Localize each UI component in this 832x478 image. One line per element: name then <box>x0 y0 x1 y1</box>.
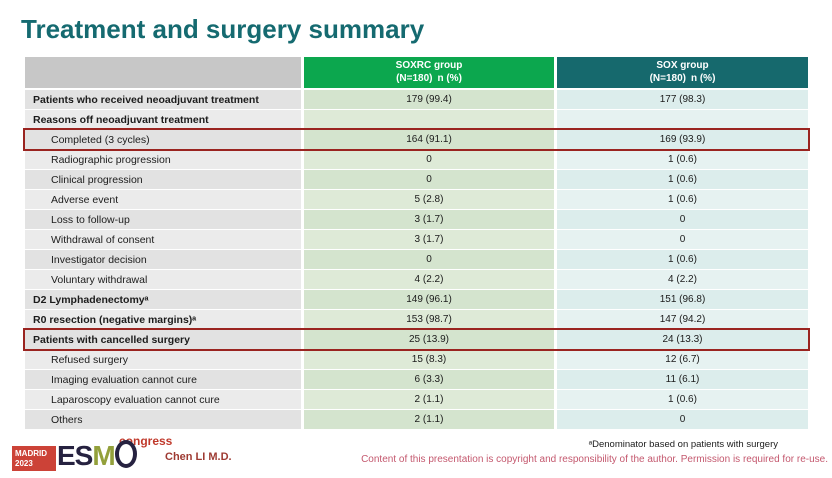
table-row: Laparoscopy evaluation cannot cure 2 (1.1… <box>25 390 808 409</box>
table-row: Refused surgery 15 (8.3) 12 (6.7) <box>25 350 808 369</box>
header-sox-sub: (N=180) n (%) <box>649 72 716 84</box>
row-label: Adverse event <box>25 190 301 209</box>
esmo-letters-es: ES <box>57 440 93 471</box>
sox-value: 1 (0.6) <box>557 170 808 189</box>
soxrc-value: 0 <box>304 150 554 169</box>
row-label: Patients with cancelled surgery <box>25 330 301 349</box>
sox-value: 147 (94.2) <box>557 310 808 329</box>
sox-value: 1 (0.6) <box>557 390 808 409</box>
soxrc-value: 3 (1.7) <box>304 230 554 249</box>
esmo-letter-o-icon <box>114 440 137 468</box>
sox-value: 0 <box>557 410 808 429</box>
sox-value: 24 (13.3) <box>557 330 808 349</box>
row-label: Reasons off neoadjuvant treatment <box>25 110 301 129</box>
soxrc-value: 5 (2.8) <box>304 190 554 209</box>
esmo-wordmark: ESM <box>57 440 137 472</box>
soxrc-value: 25 (13.9) <box>304 330 554 349</box>
soxrc-value: 2 (1.1) <box>304 390 554 409</box>
row-label: Withdrawal of consent <box>25 230 301 249</box>
soxrc-value: 0 <box>304 170 554 189</box>
row-label: Investigator decision <box>25 250 301 269</box>
row-label: Loss to follow-up <box>25 210 301 229</box>
row-label: Clinical progression <box>25 170 301 189</box>
esmo-letter-m: M <box>92 440 115 471</box>
logo-year-text: 2023 <box>15 458 33 468</box>
sox-value: 1 (0.6) <box>557 250 808 269</box>
copyright-notice: Content of this presentation is copyrigh… <box>361 454 828 465</box>
slide-title: Treatment and surgery summary <box>21 14 425 44</box>
table-footnote: ᵃDenominator based on patients with surg… <box>588 439 778 450</box>
header-soxrc-sub: (N=180) n (%) <box>396 72 462 84</box>
sox-value: 0 <box>557 210 808 229</box>
row-label: Completed (3 cycles) <box>25 130 301 149</box>
table-row: Patients with cancelled surgery 25 (13.9)… <box>23 328 810 351</box>
sox-value: 177 (98.3) <box>557 90 808 109</box>
sox-value: 169 (93.9) <box>557 130 808 149</box>
header-empty-cell <box>25 57 301 88</box>
table-row: Voluntary withdrawal 4 (2.2) 4 (2.2) <box>25 270 808 289</box>
soxrc-value <box>304 110 554 129</box>
sox-value: 11 (6.1) <box>557 370 808 389</box>
table-row: Clinical progression 0 1 (0.6) <box>25 170 808 189</box>
soxrc-value: 0 <box>304 250 554 269</box>
table-row: Withdrawal of consent 3 (1.7) 0 <box>25 230 808 249</box>
soxrc-value: 2 (1.1) <box>304 410 554 429</box>
row-label: Others <box>25 410 301 429</box>
soxrc-value: 149 (96.1) <box>304 290 554 309</box>
table-row: Patients who received neoadjuvant treatm… <box>25 90 808 109</box>
header-soxrc-group: SOXRC group (N=180) n (%) <box>304 57 554 88</box>
row-label: Refused surgery <box>25 350 301 369</box>
row-label: D2 Lymphadenectomyᵃ <box>25 290 301 309</box>
sox-value: 1 (0.6) <box>557 150 808 169</box>
row-label: Laparoscopy evaluation cannot cure <box>25 390 301 409</box>
madrid-2023-badge: MADRID 2023 <box>12 446 56 471</box>
table-row: Adverse event 5 (2.8) 1 (0.6) <box>25 190 808 209</box>
sox-value <box>557 110 808 129</box>
table-row: Imaging evaluation cannot cure 6 (3.3) 11 … <box>25 370 808 389</box>
soxrc-value: 164 (91.1) <box>304 130 554 149</box>
sox-value: 0 <box>557 230 808 249</box>
table-body: Patients who received neoadjuvant treatm… <box>23 90 810 429</box>
soxrc-value: 153 (98.7) <box>304 310 554 329</box>
sox-value: 4 (2.2) <box>557 270 808 289</box>
table-row: Loss to follow-up 3 (1.7) 0 <box>25 210 808 229</box>
summary-table: SOXRC group (N=180) n (%) SOX group (N=1… <box>23 57 810 430</box>
soxrc-value: 15 (8.3) <box>304 350 554 369</box>
soxrc-value: 179 (99.4) <box>304 90 554 109</box>
sox-value: 151 (96.8) <box>557 290 808 309</box>
row-label: Radiographic progression <box>25 150 301 169</box>
soxrc-value: 6 (3.3) <box>304 370 554 389</box>
esmo-congress-logo: congress MADRID 2023 ESM <box>10 433 180 475</box>
soxrc-value: 4 (2.2) <box>304 270 554 289</box>
table-row: R0 resection (negative margins)ᵃ 153 (98.… <box>25 310 808 329</box>
table-row: Investigator decision 0 1 (0.6) <box>25 250 808 269</box>
table-row: Completed (3 cycles) 164 (91.1) 169 (93.9) <box>23 128 810 151</box>
presenter-name: Chen LI M.D. <box>165 451 232 463</box>
row-label: Imaging evaluation cannot cure <box>25 370 301 389</box>
table-row: D2 Lymphadenectomyᵃ 149 (96.1) 151 (96.8) <box>25 290 808 309</box>
header-soxrc-name: SOXRC group <box>395 60 463 71</box>
row-label: Voluntary withdrawal <box>25 270 301 289</box>
logo-city-text: MADRID <box>15 448 47 458</box>
sox-value: 12 (6.7) <box>557 350 808 369</box>
soxrc-value: 3 (1.7) <box>304 210 554 229</box>
table-row: Others 2 (1.1) 0 <box>25 410 808 429</box>
table-header: SOXRC group (N=180) n (%) SOX group (N=1… <box>25 57 808 88</box>
row-label: R0 resection (negative margins)ᵃ <box>25 310 301 329</box>
table-row: Radiographic progression 0 1 (0.6) <box>25 150 808 169</box>
row-label: Patients who received neoadjuvant treatm… <box>25 90 301 109</box>
header-sox-name: SOX group <box>656 60 709 71</box>
table-row: Reasons off neoadjuvant treatment <box>25 110 808 129</box>
sox-value: 1 (0.6) <box>557 190 808 209</box>
header-sox-group: SOX group (N=180) n (%) <box>557 57 808 88</box>
